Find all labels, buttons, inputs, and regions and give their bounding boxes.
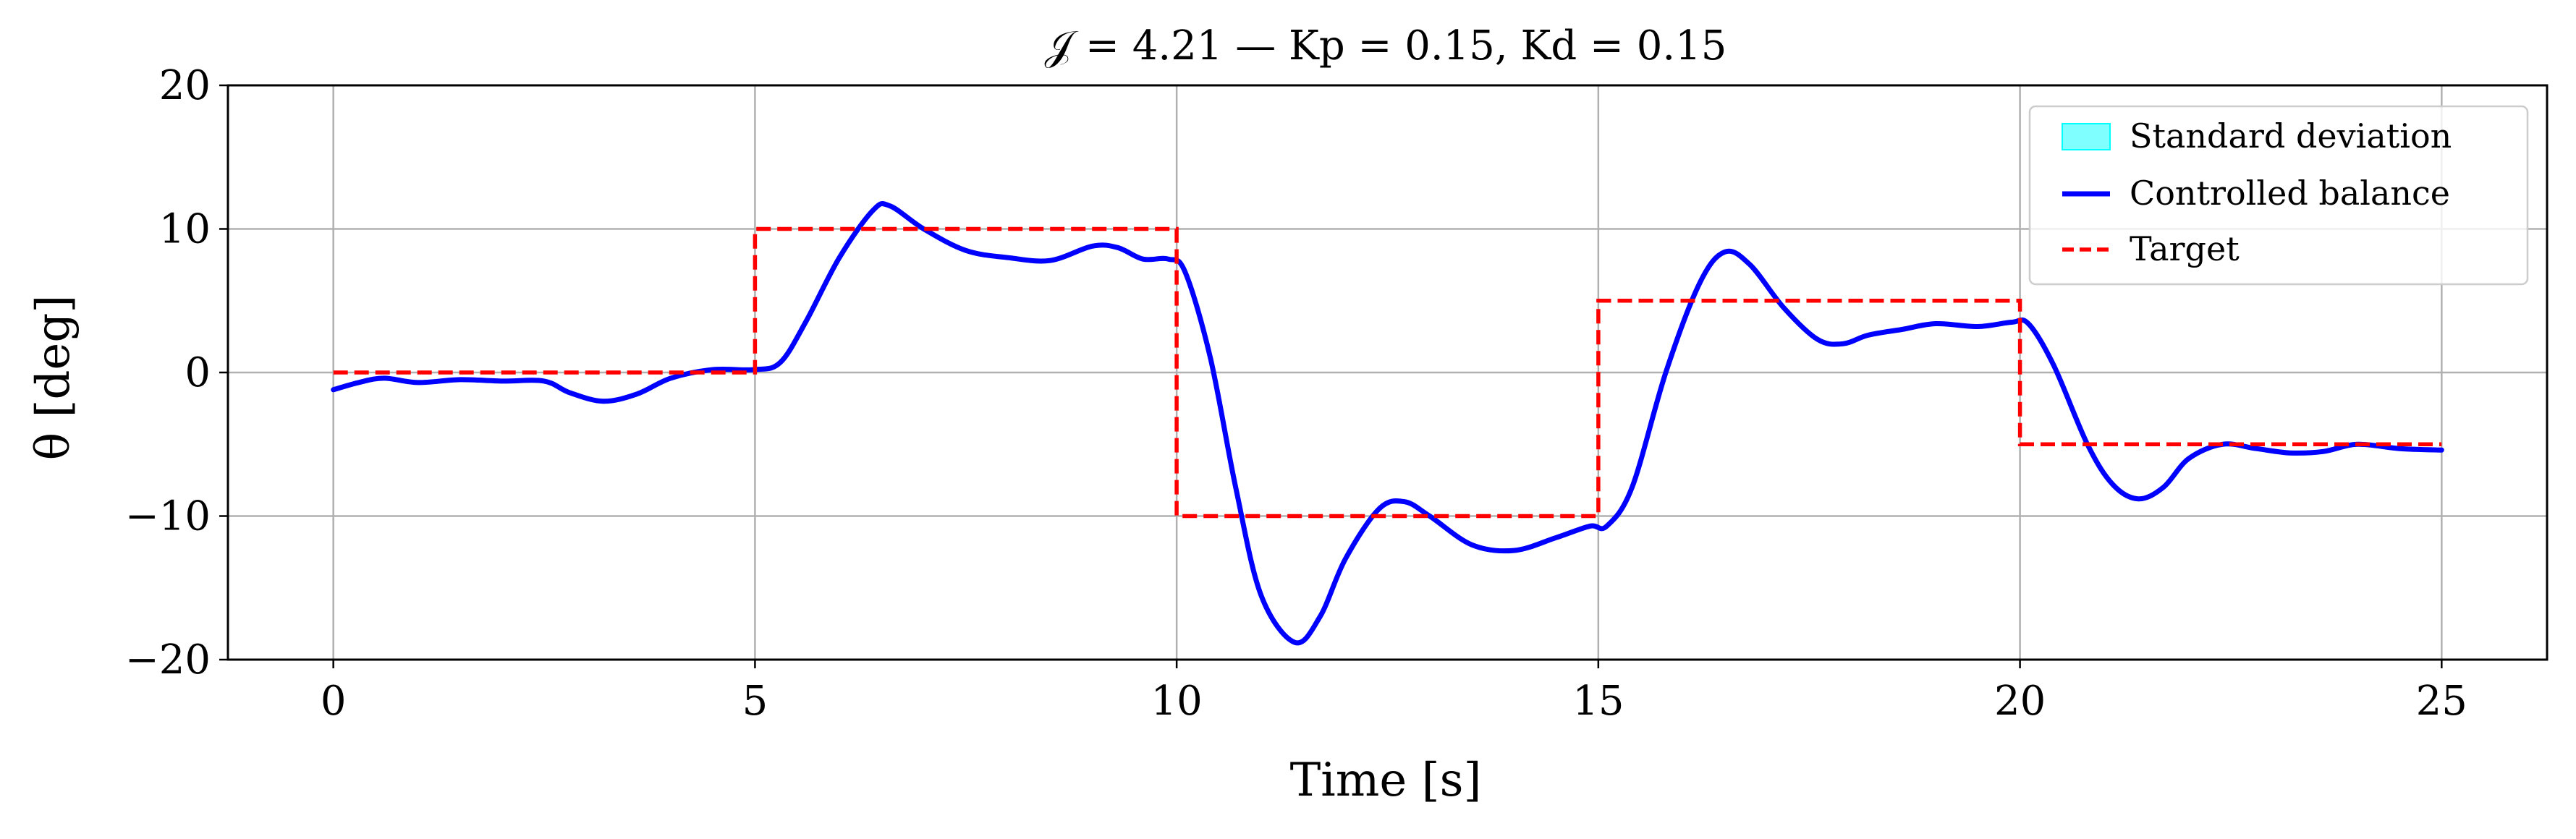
series-layer <box>331 201 2444 646</box>
x-tick-label-5: 25 <box>2416 678 2467 725</box>
legend-label-0: Standard deviation <box>2130 116 2452 156</box>
legend-swatch-std <box>2062 123 2111 150</box>
x-tick-label-3: 15 <box>1572 678 1624 725</box>
y-tick-label-1: −10 <box>125 493 211 540</box>
legend-label-2: Target <box>2130 229 2240 268</box>
chart-title: 𝒥 = 4.21 — Kp = 0.15, Kd = 0.15 <box>1045 22 1727 69</box>
target-line <box>333 226 2442 519</box>
x-tick-label-4: 20 <box>1994 678 2046 725</box>
x-tick-label-2: 10 <box>1151 678 1203 725</box>
y-tick-label-4: 20 <box>159 62 211 109</box>
x-tick-label-1: 5 <box>742 678 768 725</box>
x-axis-label: Time [s] <box>1290 754 1482 807</box>
y-tick-label-3: 10 <box>159 206 211 253</box>
tick-layer: 0 5 10 15 20 25 −20 −10 0 10 20 <box>125 62 2467 725</box>
legend-frame <box>2028 105 2529 286</box>
y-axis-label: θ [deg] <box>27 295 80 461</box>
y-tick-label-0: −20 <box>125 636 211 683</box>
y-tick-label-2: 0 <box>185 349 211 396</box>
legend: Standard deviation Controlled balance Targ… <box>2028 105 2529 286</box>
x-tick-label-0: 0 <box>321 678 347 725</box>
legend-label-1: Controlled balance <box>2130 174 2450 213</box>
